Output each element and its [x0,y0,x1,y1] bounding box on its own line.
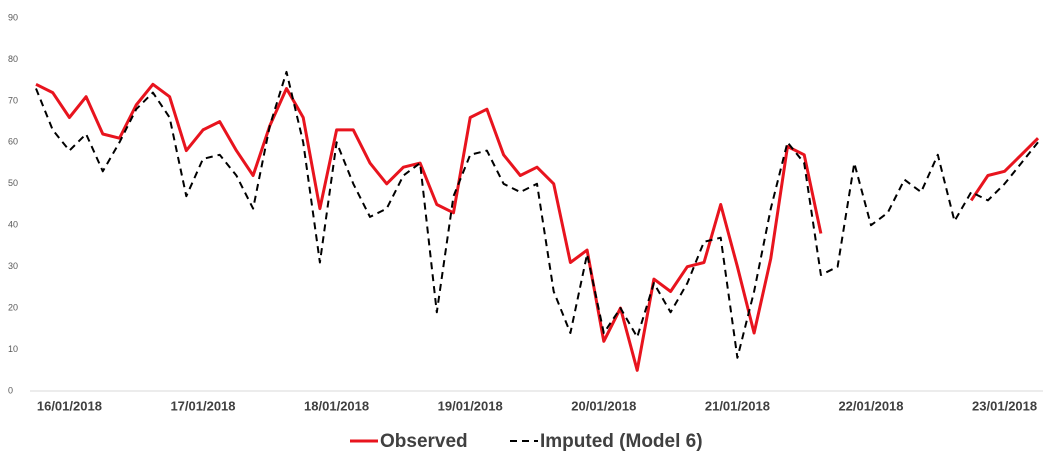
x-tick-label: 20/01/2018 [571,398,636,413]
y-tick-label: 70 [8,95,18,105]
legend-label: Observed [380,431,468,452]
y-tick-label: 30 [8,261,18,271]
series-line [35,70,1039,359]
x-tick-label: 18/01/2018 [304,398,369,413]
y-tick-label: 80 [8,54,18,64]
x-tick-label: 19/01/2018 [438,398,503,413]
x-tick-label: 16/01/2018 [37,398,102,413]
y-tick-label: 10 [8,344,18,354]
y-tick-label: 40 [8,220,18,230]
x-tick-label: 22/01/2018 [838,398,903,413]
y-tick-label: 60 [8,137,18,147]
y-tick-label: 20 [8,302,18,312]
x-tick-label: 23/01/2018 [972,398,1037,413]
x-tick-label: 21/01/2018 [705,398,770,413]
legend-label: Imputed (Model 6) [540,431,703,452]
series-line [35,82,1040,372]
y-tick-label: 90 [8,12,18,22]
legend: Observed Imputed (Model 6) [350,431,703,452]
y-tick-label: 0 [8,385,13,395]
x-tick-label: 17/01/2018 [170,398,235,413]
y-tick-label: 50 [8,178,18,188]
